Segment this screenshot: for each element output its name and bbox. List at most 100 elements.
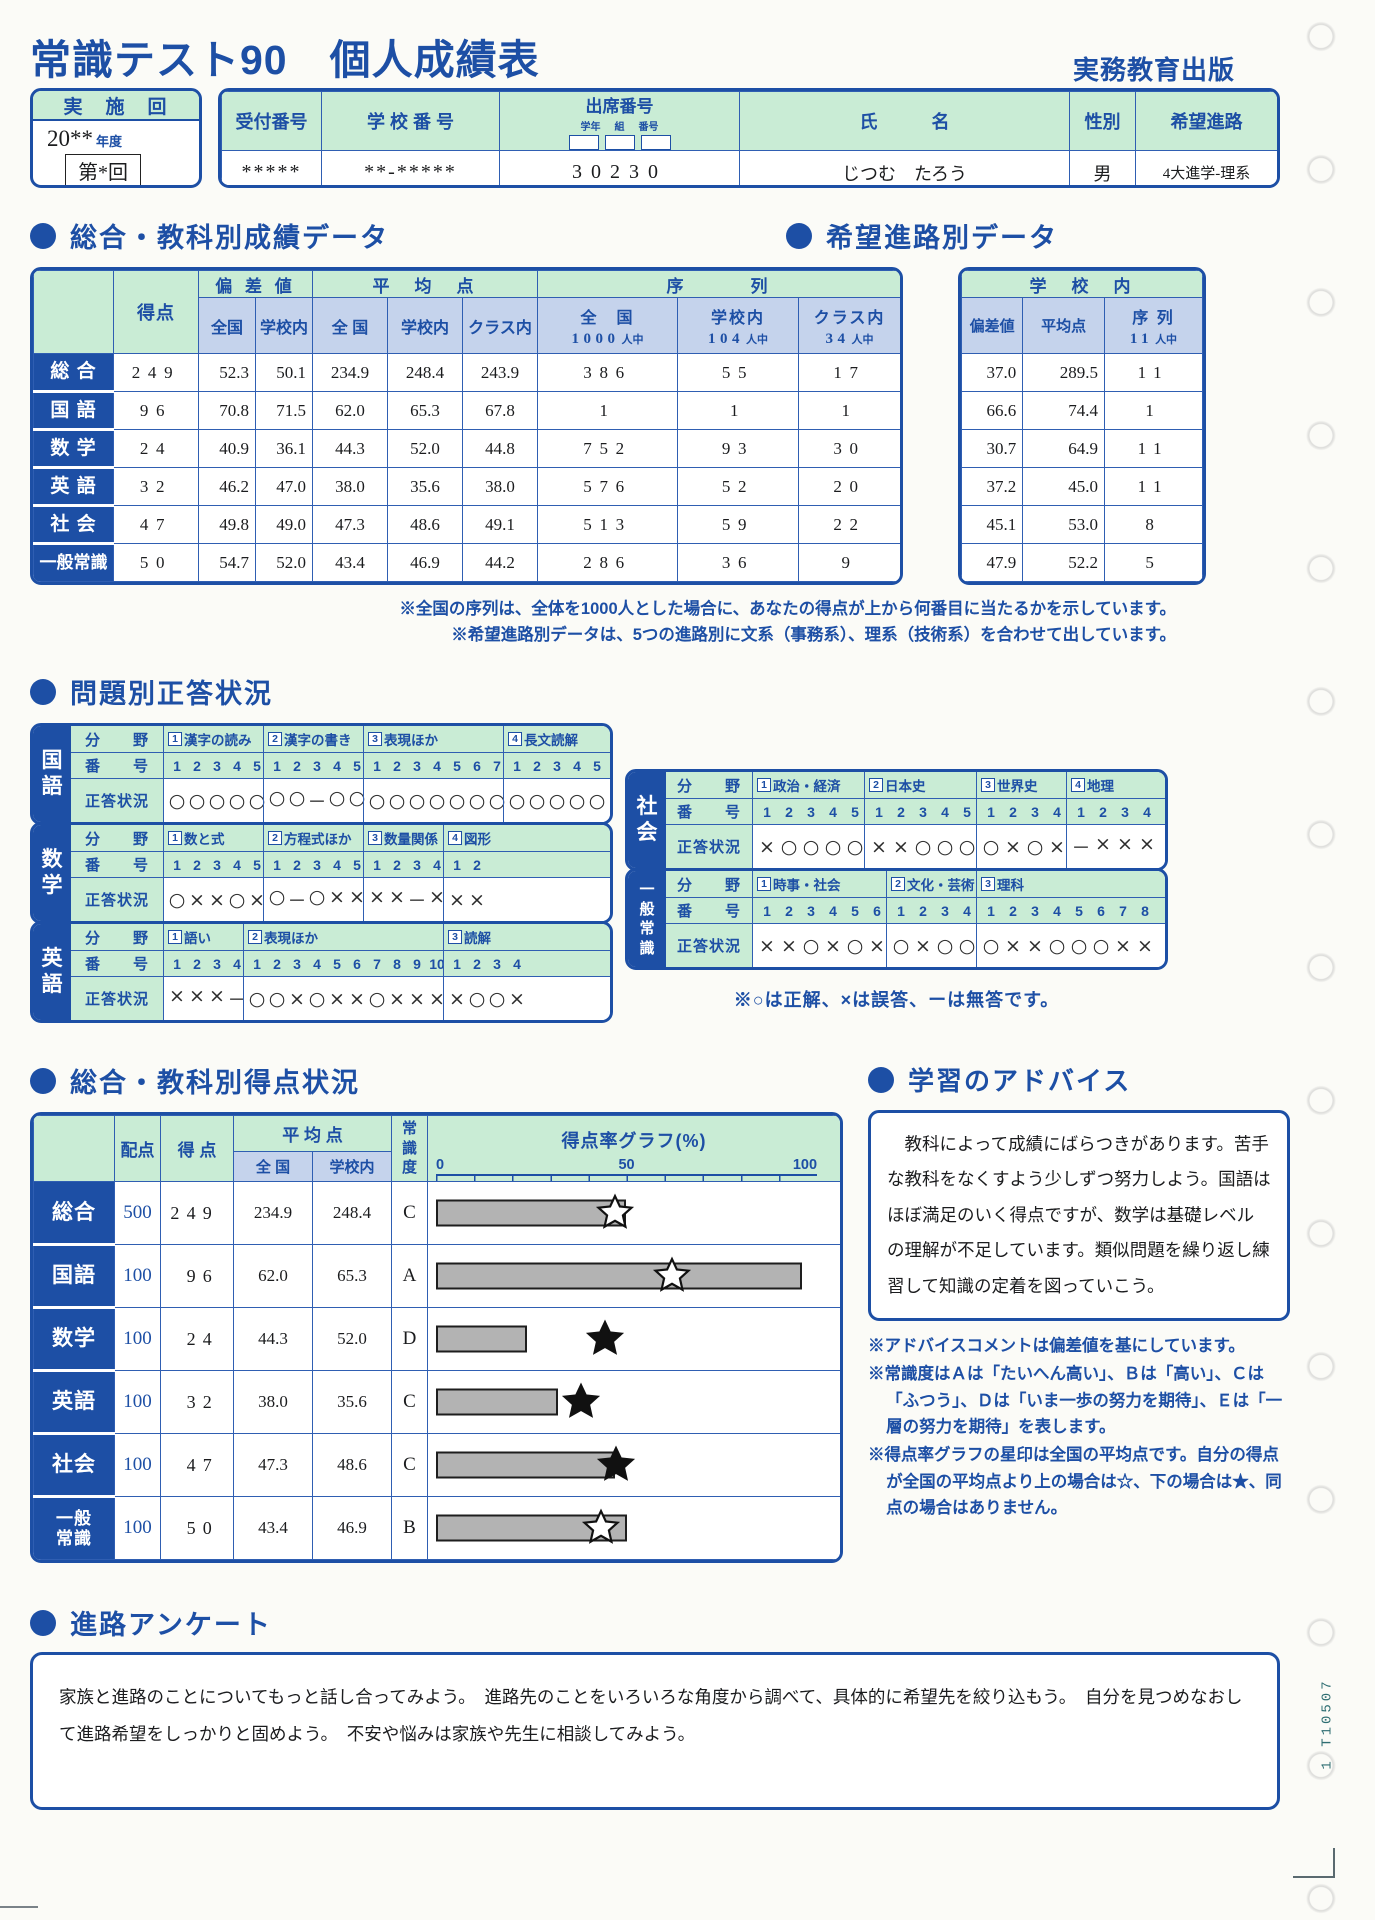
header-haiten: 配点 [114,1115,161,1183]
row-label: 数学 [33,1306,115,1372]
section-tokuten: 総合・教科別得点状況 配点 得 点 平 均 [30,1061,1290,1564]
score-bar [436,1199,626,1227]
tokuten-graph-table: 配点 得 点 平 均 点 常識度 得点率グラフ(%) 0 50 100 [33,1115,840,1561]
row-label: 国語 [33,1243,115,1309]
table-row: 66.6 74.4 1 [961,391,1203,430]
sub-grade: 学年 [580,122,601,133]
header-heikin-kurasunai: クラス内 [462,297,539,354]
header-joretsu-zenkoku: 全 国 1000 人中 [537,297,679,354]
student-id-table: 受付番号 学 校 番 号 出席番号 学年 組 番号 氏 名 [221,91,1277,185]
reception-number-value: ***** [221,150,322,185]
header-hensachi: 偏差値 [961,297,1024,354]
header-heikinten: 平 均 点 [312,270,539,298]
graph-scale: 0 50 100 [436,1155,818,1181]
table-row: 47.9 52.2 5 [961,543,1203,582]
section-title-seiseki: 総合・教科別成績データ [30,216,903,255]
subject-label: 数学 [33,825,71,922]
sub-class: 組 [614,122,625,133]
header-heikin-zenkoku: 全 国 [233,1151,313,1183]
header-heikinten: 平均点 [1022,297,1105,354]
section-bullet-icon [30,1609,56,1636]
seiseki-table: 得点 偏 差 値 平 均 点 序 列 全国 学校内 全 国 学校内 クラス内 [33,270,900,582]
table-row: 社会 100 47 47.3 48.6 C [33,1432,840,1498]
col-attendance-number: 出席番号 学年 組 番号 [499,91,740,151]
corner-cell [33,1115,115,1183]
table-row: 数学 100 24 44.3 52.0 D [33,1306,840,1372]
punch-holes [1303,0,1339,1920]
subject-label: 社会 [628,772,666,869]
exam-year-unit: 年度 [96,134,123,149]
col-reception-number: 受付番号 [221,91,322,151]
header-joretsu-gakkonai: 学校内 104 人中 [677,297,800,354]
footnote: ※アドバイスコメントは偏差値を基にしています。 [868,1336,1245,1355]
attendance-number-value: 30230 [499,150,740,185]
seito-left-column: 国語 分 野 1 漢字の読み 2 漢字の書き 3 表現ほか 4 長文読解 番 号 [30,723,613,1024]
table-row: 総合 500 249 234.9 248.4 C [33,1181,840,1246]
table-row: 一般常識 50 54.7 52.0 43.4 46.9 44.2 286 36 … [33,542,900,582]
row-label: 英語 [33,1369,115,1435]
seito-block-sugaku: 数学 分 野 1 数と式 2 方程式ほか 3 数量関係 4 図形 番 号 [30,822,613,925]
header-score-rate-graph: 得点率グラフ(%) 0 50 100 [427,1115,840,1183]
page-title: 常識テスト90 個人成績表 [30,37,540,83]
header-joretsu: 序 列 11 人中 [1103,297,1203,354]
subject-label: 英語 [33,924,71,1021]
table-row: 社 会 47 49.8 49.0 47.3 48.6 49.1 513 59 2… [33,504,900,544]
id-value-row: ***** **-***** 30230 じつむ たろう 男 4大進学-理系 [221,150,1277,185]
header-hensachi-gakkonai: 学校内 [254,297,314,354]
advice-footnotes: ※アドバイスコメントは偏差値を基にしています。 ※常識度はＡは「たいへん高い」、… [868,1333,1290,1522]
section-bullet-icon [868,1066,894,1093]
print-code: 1 T10507 [1319,1678,1336,1770]
average-star-icon [596,1193,635,1229]
header-hensachi-zenkoku: 全国 [198,297,256,354]
footnote: ※常識度はＡは「たいへん高い」、Ｂは「高い」、Ｃは「ふつう」、Ｄは「いま一歩の努… [868,1365,1283,1437]
scale-0: 0 [436,1157,445,1174]
seito-block-kokugo: 国語 分 野 1 漢字の読み 2 漢字の書き 3 表現ほか 4 長文読解 番 号 [30,723,613,826]
header-tokuten: 得 点 [160,1115,234,1183]
desired-course-value: 4大進学-理系 [1135,150,1277,185]
section-title-advice: 学習のアドバイス [868,1061,1290,1098]
table-row: 45.1 53.0 8 [961,505,1203,544]
header-joretsu: 序 列 [537,270,900,298]
section-title-tokuten: 総合・教科別得点状況 [30,1061,843,1100]
header-hensachi: 偏 差 値 [197,270,314,298]
section-title-seito: 問題別正答状況 [30,672,1290,711]
student-id-row: 実 施 回 20** 年度 第*回 受付番号 学 校 番 号 [30,88,1290,188]
seito-right-column: 社会 分 野 1 政治・経済 2 日本史 3 世界史 4 地理 番 号 [625,769,1168,1012]
exam-round-number: 第*回 [65,154,141,185]
student-name-value: じつむ たろう [739,150,1070,185]
school-number-value: **-***** [321,150,500,185]
exam-round-label: 実 施 回 [33,91,199,121]
average-star-icon [597,1445,636,1481]
id-header-row: 受付番号 学 校 番 号 出席番号 学年 組 番号 氏 名 [221,91,1277,151]
section-bullet-icon [30,222,56,249]
table-row: 国語 100 96 62.0 65.3 A [33,1243,840,1309]
enquete-text: 家族と進路のことについてもっと話し合ってみよう。 進路先のことをいろいろな角度か… [30,1652,1280,1811]
exam-round-box: 実 施 回 20** 年度 第*回 [30,88,202,188]
average-star-icon [561,1382,600,1418]
row-label: 国 語 [33,390,114,430]
row-label: 数 学 [33,428,114,468]
header-heikinten: 平 均 点 [232,1115,393,1153]
table-row: 37.2 45.0 11 [961,467,1203,506]
advice-column: 学習のアドバイス 教科によって成績にばらつきがあります。苦手な教科をなくすよう少… [868,1061,1290,1523]
section-enquete: 進路アンケート 家族と進路のことについてもっと話し合ってみよう。 進路先のことを… [30,1603,1290,1811]
score-bar [436,1388,558,1416]
student-id-table-box: 受付番号 学 校 番 号 出席番号 学年 組 番号 氏 名 [218,88,1280,188]
exam-year: 20** [47,126,93,151]
col-school-number: 学 校 番 号 [321,91,500,151]
average-star-icon [585,1319,624,1355]
scale-50: 50 [618,1157,635,1174]
table-row: 一般 常識 100 50 43.4 46.9 B [33,1495,840,1561]
table-row: 37.0 289.5 11 [961,353,1203,392]
attendance-subboxes [501,135,739,150]
score-bar [436,1262,802,1290]
score-bar [436,1451,616,1479]
row-label: 英 語 [33,466,114,506]
section-seiseki: 総合・教科別成績データ 得点 偏 差 値 [30,216,1290,585]
table-row: 英 語 32 46.2 47.0 38.0 35.6 38.0 576 52 2… [33,466,900,506]
col-sex: 性別 [1069,91,1136,151]
scale-ruler [436,1174,818,1181]
